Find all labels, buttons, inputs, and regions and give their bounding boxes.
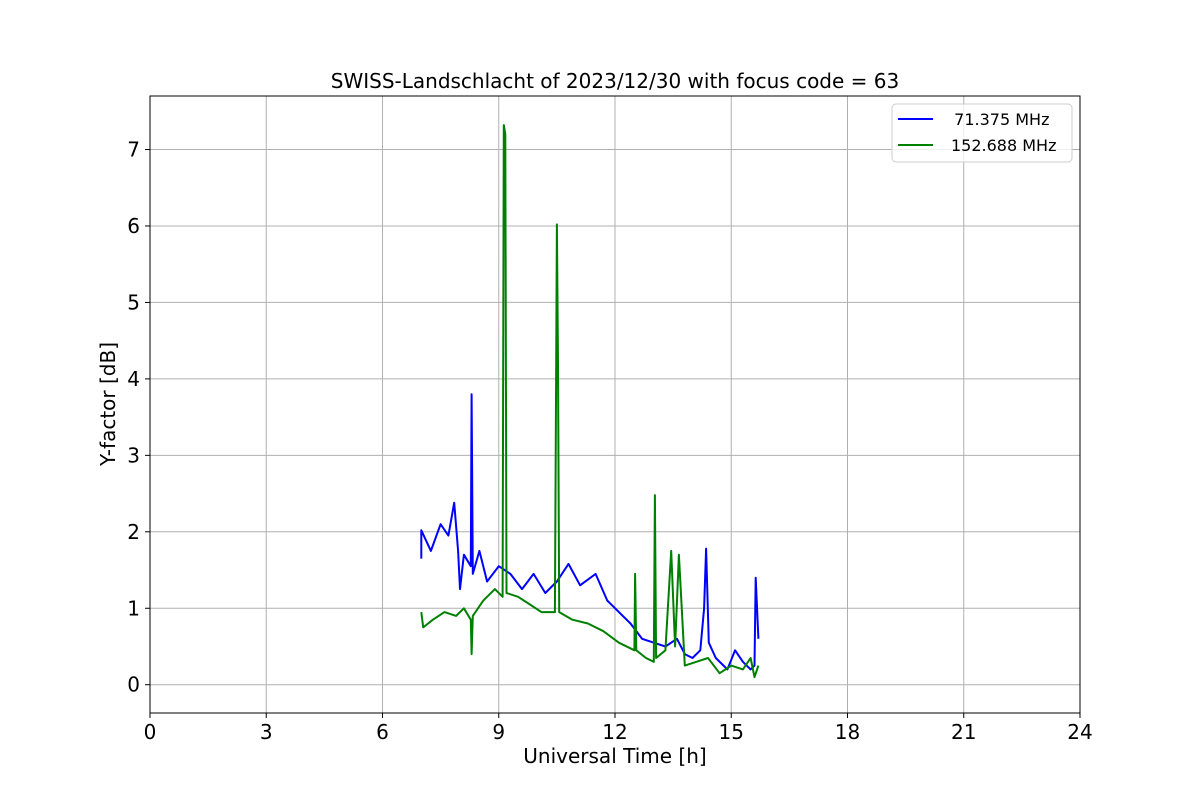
y-tick-label: 0 [127,673,140,697]
x-tick-label: 9 [492,720,505,744]
x-tick-label: 12 [602,720,627,744]
x-tick-label: 15 [719,720,744,744]
y-tick-label: 6 [127,214,140,238]
y-tick-label: 5 [127,290,140,314]
x-tick-label: 3 [260,720,273,744]
x-tick-label: 0 [144,720,157,744]
legend-entry-152mhz: 152.688 MHz [951,136,1056,155]
y-tick-label: 4 [127,367,140,391]
legend-entry-71mhz: 71.375 MHz [944,110,1049,129]
x-tick-label: 24 [1067,720,1092,744]
series-line-1 [420,124,760,679]
legend: 71.375 MHz 152.688 MHz [891,103,1073,163]
x-axis-label: Universal Time [h] [523,744,706,768]
y-tick-label: 1 [127,596,140,620]
legend-box [891,103,1073,163]
x-tick-label: 6 [376,720,389,744]
y-axis: 0 1 2 3 4 5 6 7 [127,138,150,697]
y-axis-label: Y-factor [dB] [96,342,120,467]
series-line-0 [420,393,760,671]
y-tick-label: 2 [127,520,140,544]
x-axis: 0 3 6 9 12 15 18 21 24 [144,713,1093,744]
y-tick-label: 3 [127,443,140,467]
y-tick-label: 7 [127,138,140,162]
chart-title: SWISS-Landschlacht of 2023/12/30 with fo… [331,69,899,93]
x-tick-label: 21 [951,720,976,744]
series-layer [420,124,760,679]
x-tick-label: 18 [835,720,860,744]
